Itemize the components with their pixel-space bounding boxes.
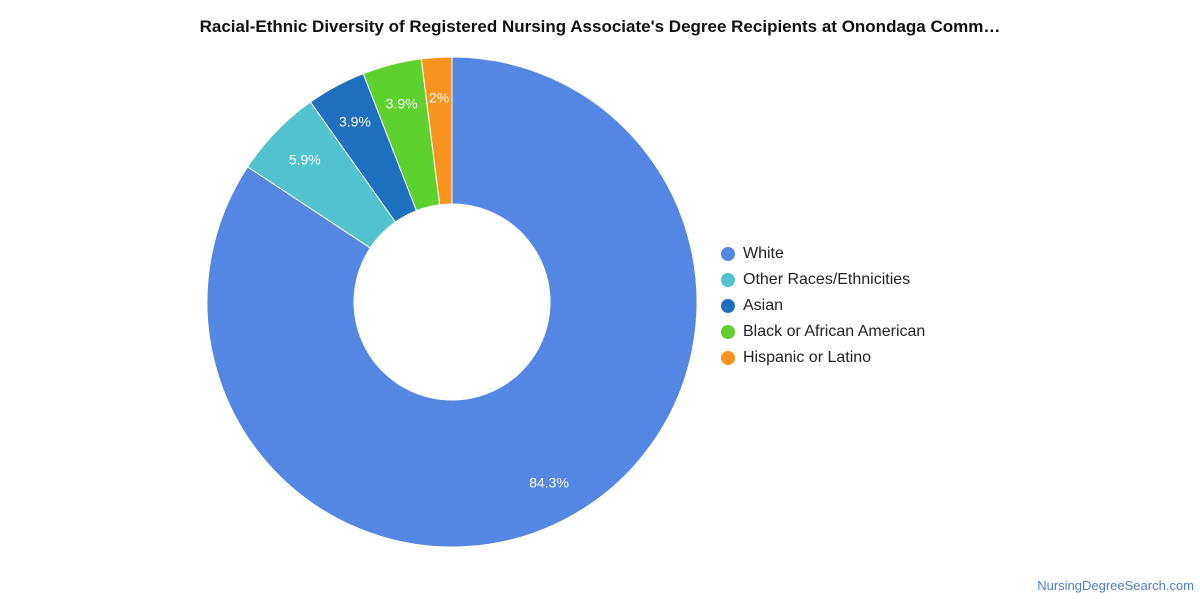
legend-label: Other Races/Ethnicities bbox=[743, 271, 911, 288]
legend-item-asian[interactable]: Asian bbox=[721, 293, 925, 319]
legend-item-white[interactable]: White bbox=[721, 241, 925, 267]
legend-swatch-icon bbox=[721, 273, 735, 287]
slice-label-hispanic-or-latino: 2% bbox=[429, 89, 449, 105]
legend-label: Asian bbox=[743, 297, 784, 314]
slice-label-asian: 3.9% bbox=[339, 113, 371, 129]
legend-item-other-races-ethnicities[interactable]: Other Races/Ethnicities bbox=[721, 267, 925, 293]
chart-title: Racial-Ethnic Diversity of Registered Nu… bbox=[199, 17, 1001, 36]
slice-label-other-races-ethnicities: 5.9% bbox=[289, 151, 321, 167]
source-credit[interactable]: NursingDegreeSearch.com bbox=[1037, 578, 1194, 593]
donut-slice-labels: 84.3% 5.9% 3.9% 3.9% 2% bbox=[289, 89, 569, 490]
legend-swatch-icon bbox=[721, 247, 735, 261]
legend-item-black-or-african-american[interactable]: Black or African American bbox=[721, 319, 925, 345]
legend: White Other Races/Ethnicities Asian Black o… bbox=[721, 241, 925, 371]
donut-slices bbox=[206, 56, 698, 548]
legend-label: White bbox=[743, 245, 784, 262]
slice-white bbox=[206, 56, 698, 548]
legend-label: Black or African American bbox=[743, 323, 926, 340]
legend-label: Hispanic or Latino bbox=[743, 349, 872, 366]
legend-swatch-icon bbox=[721, 325, 735, 339]
legend-item-hispanic-or-latino[interactable]: Hispanic or Latino bbox=[721, 345, 925, 371]
legend-swatch-icon bbox=[721, 299, 735, 313]
slice-label-black-or-african-american: 3.9% bbox=[386, 95, 418, 111]
legend-swatch-icon bbox=[721, 351, 735, 365]
slice-hispanic-or-latino bbox=[420, 56, 453, 206]
slice-label-white: 84.3% bbox=[529, 475, 569, 491]
